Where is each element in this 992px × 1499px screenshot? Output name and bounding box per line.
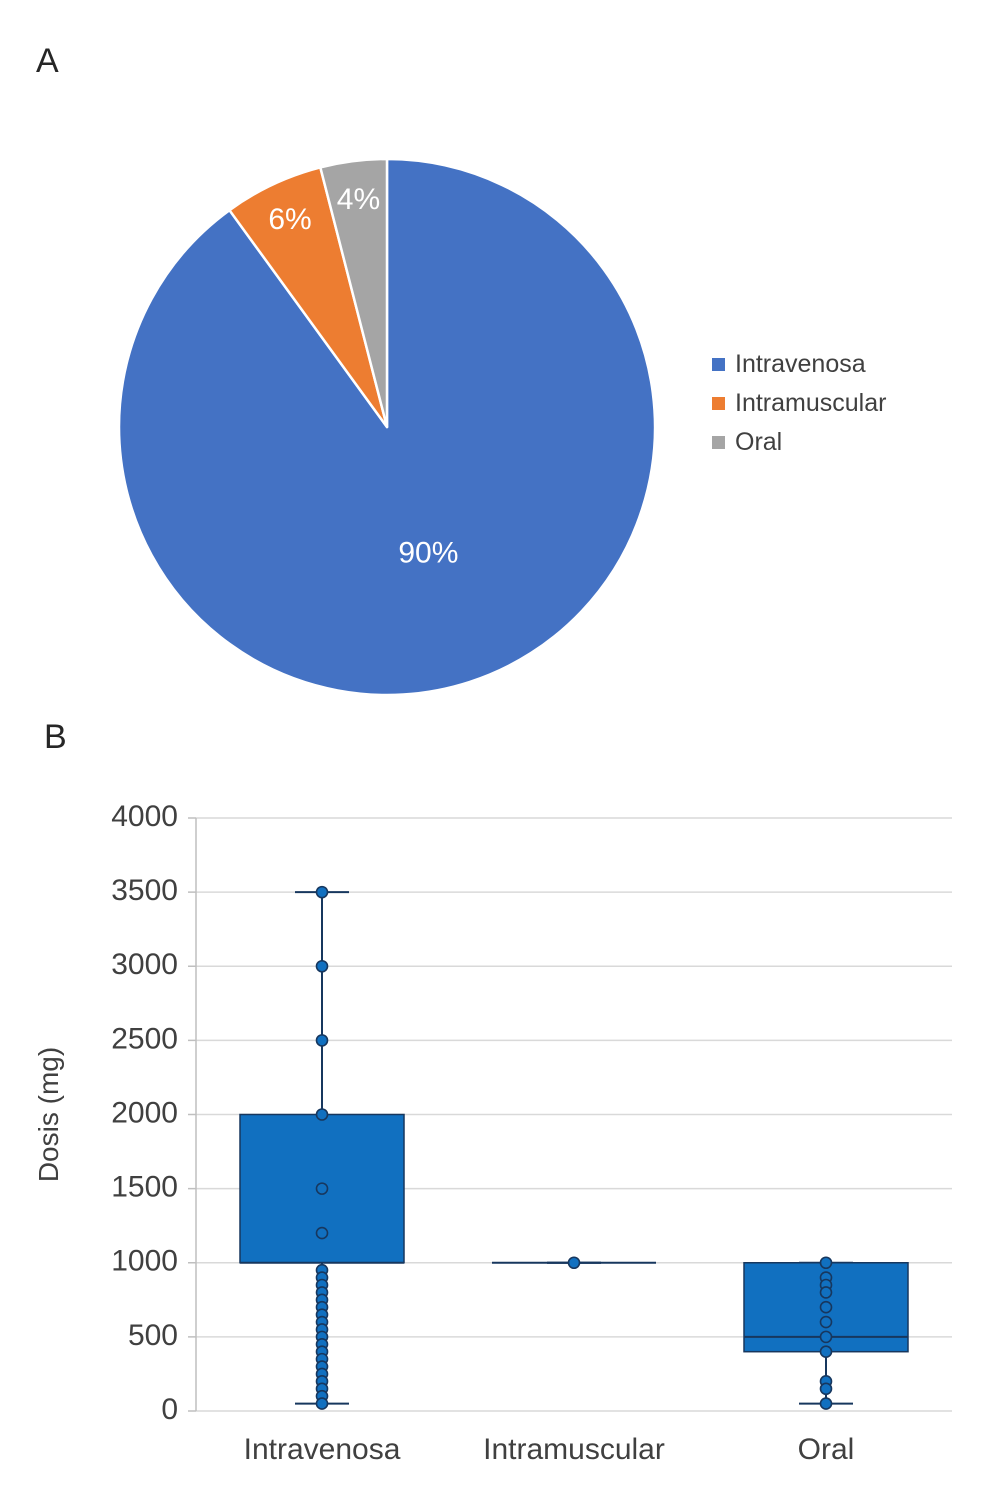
data-point — [315, 885, 329, 899]
x-category-label: Intramuscular — [483, 1433, 665, 1466]
data-point — [819, 1397, 833, 1410]
data-point — [315, 1182, 329, 1195]
y-tick-label: 1000 — [111, 1245, 178, 1278]
y-tick-label: 2000 — [111, 1096, 178, 1129]
data-point — [315, 1108, 329, 1121]
boxplot-chart: 0 500 1000 1500 2000 2500 3000 3500 4000 Intraven… — [33, 800, 952, 1466]
legend-swatch-intravenosa — [712, 358, 725, 371]
legend-item-oral: Oral — [712, 430, 886, 455]
pie-data-label: 90% — [398, 536, 458, 569]
data-point — [315, 1226, 329, 1240]
data-point — [315, 1397, 329, 1410]
pie-chart: 90% 6% 4% — [117, 157, 657, 697]
legend-item-intravenosa: Intravenosa — [712, 352, 886, 377]
y-tick-label: 3500 — [111, 874, 178, 907]
panel-a-label: A — [36, 42, 59, 80]
legend-label-oral: Oral — [735, 428, 783, 456]
pie-data-label: 4% — [337, 183, 380, 216]
y-tick-label: 1500 — [111, 1171, 178, 1204]
y-tick-label: 0 — [161, 1393, 178, 1426]
pie-data-label: 6% — [268, 203, 311, 236]
panel-b-label: B — [44, 718, 67, 756]
legend-item-intramuscular: Intramuscular — [712, 391, 886, 416]
data-point — [819, 1286, 833, 1299]
y-axis-title: Dosis (mg) — [33, 1047, 64, 1182]
data-point — [819, 1345, 833, 1359]
legend-swatch-intramuscular — [712, 397, 725, 410]
data-point — [315, 959, 329, 973]
data-point — [819, 1315, 833, 1329]
data-point — [315, 1034, 329, 1047]
data-point — [819, 1300, 833, 1314]
legend-label-intravenosa: Intravenosa — [735, 350, 866, 378]
data-point — [567, 1256, 581, 1270]
x-category-label: Oral — [798, 1433, 855, 1466]
y-tick-label: 3000 — [111, 948, 178, 981]
pie-slice-oral — [319, 157, 389, 429]
y-tick-label: 500 — [128, 1319, 178, 1352]
data-point — [819, 1256, 833, 1270]
data-point — [819, 1382, 833, 1396]
data-point — [819, 1330, 833, 1344]
legend-label-intramuscular: Intramuscular — [735, 389, 887, 417]
legend-swatch-oral — [712, 436, 725, 449]
y-tick-label: 4000 — [111, 800, 178, 833]
y-tick-label: 2500 — [111, 1022, 178, 1055]
pie-legend: Intravenosa Intramuscular Oral — [712, 352, 886, 455]
x-category-label: Intravenosa — [244, 1433, 401, 1466]
